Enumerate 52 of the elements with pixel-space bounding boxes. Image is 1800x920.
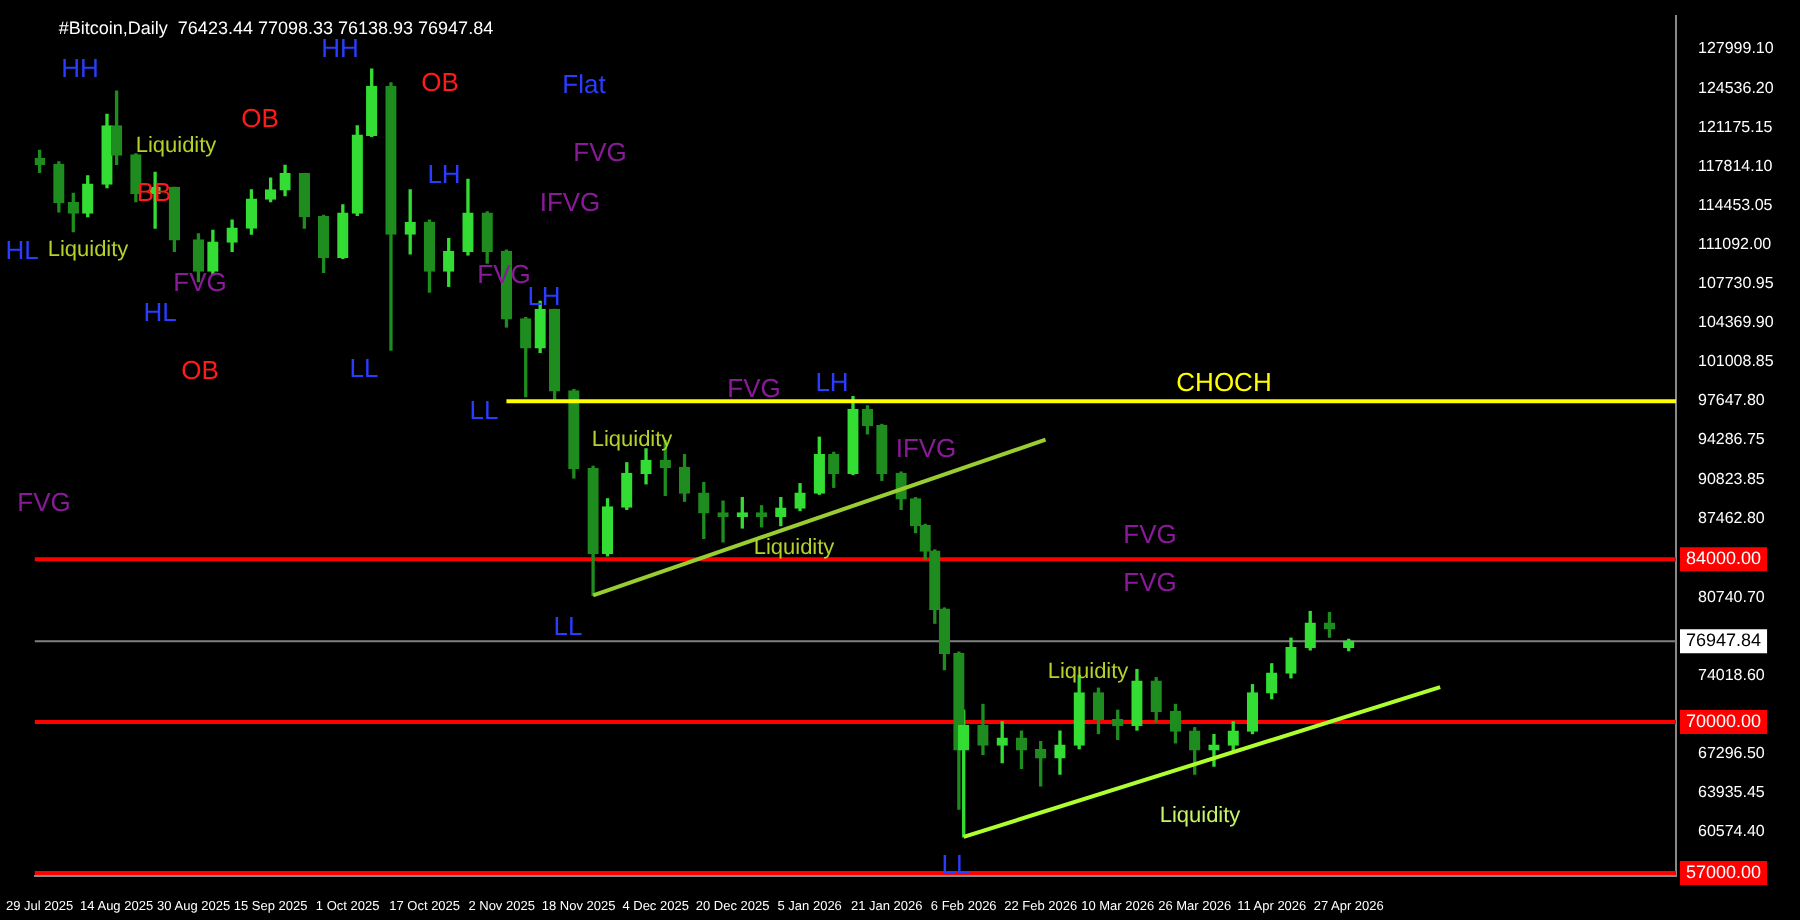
- y-tick-label: 117814.10: [1698, 156, 1774, 175]
- ref-line-label: 70000.00: [1686, 710, 1762, 731]
- y-tick-label: 74018.60: [1698, 665, 1766, 684]
- annotation: Liquidity: [591, 428, 674, 453]
- annotation: Liquidity: [1047, 660, 1130, 685]
- ref-line-label: 57000.00: [1686, 861, 1762, 882]
- annotation: Liquidity: [753, 536, 836, 561]
- annotation: LH: [427, 159, 461, 190]
- annotation: FVG: [173, 267, 227, 298]
- y-tick-label: 127999.10: [1698, 38, 1775, 57]
- annotation: IFVG: [539, 187, 601, 218]
- annotation: FVG: [727, 373, 781, 404]
- annotation: OB: [181, 355, 219, 386]
- annotation: LL: [349, 353, 379, 384]
- y-tick-label: 60574.40: [1698, 821, 1766, 840]
- annotation: Liquidity: [47, 238, 130, 263]
- y-tick-label: 97647.80: [1698, 391, 1766, 410]
- y-tick-label: 107730.95: [1698, 273, 1775, 292]
- annotation: OB: [241, 103, 279, 134]
- ref-line-label: 84000.00: [1686, 548, 1762, 569]
- annotation: HH: [321, 33, 359, 64]
- annotation: IFVG: [895, 433, 957, 464]
- y-tick-label: 94286.75: [1698, 430, 1766, 449]
- y-tick-label: 63935.45: [1698, 782, 1766, 801]
- annotation: CHOCH: [1176, 367, 1272, 398]
- y-tick-label: 121175.15: [1698, 117, 1774, 136]
- chart-title: #Bitcoin,Daily 76423.44 77098.33 76138.93 76947.84: [58, 17, 494, 38]
- y-tick-label: 101008.85: [1698, 352, 1775, 371]
- ref-line-label: 76947.84: [1686, 630, 1762, 651]
- annotation: LL: [469, 395, 499, 426]
- annotation: FVG: [1123, 519, 1177, 550]
- annotation: Liquidity: [135, 134, 218, 159]
- annotation: LH: [527, 281, 561, 312]
- y-tick-label: 67296.50: [1698, 743, 1766, 762]
- y-tick-label: 111092.00: [1698, 234, 1773, 253]
- y-tick-label: 124536.20: [1698, 78, 1775, 97]
- annotation: FVG: [17, 487, 71, 518]
- annotation: HH: [61, 53, 99, 84]
- annotation: LL: [553, 611, 583, 642]
- y-tick-label: 80740.70: [1698, 587, 1766, 606]
- annotation: Liquidity: [1159, 804, 1242, 829]
- annotation: Flat: [562, 69, 607, 100]
- annotation: HL: [143, 297, 177, 328]
- y-tick-label: 114453.05: [1698, 195, 1774, 214]
- y-tick-label: 87462.80: [1698, 509, 1766, 528]
- y-tick-label: 104369.90: [1698, 313, 1775, 332]
- annotation: HL: [5, 235, 39, 266]
- annotation: FVG: [573, 137, 627, 168]
- annotation: LH: [815, 367, 849, 398]
- y-tick-label: 90823.85: [1698, 470, 1766, 489]
- annotation: FVG: [1123, 567, 1177, 598]
- annotation: OB: [421, 67, 459, 98]
